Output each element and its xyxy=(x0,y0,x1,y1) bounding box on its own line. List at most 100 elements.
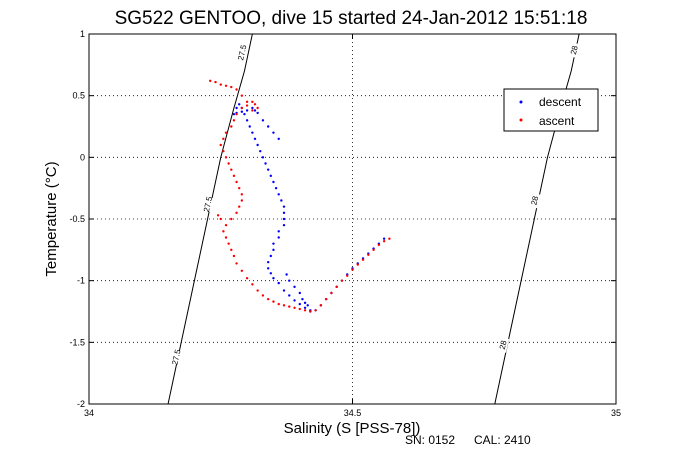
ascent-point xyxy=(222,149,225,153)
ascent-point xyxy=(230,168,233,171)
y-tick-label: 0 xyxy=(80,152,85,162)
y-tick-label: 0.5 xyxy=(72,91,85,101)
descent-point xyxy=(272,242,275,245)
descent-point xyxy=(277,230,280,233)
ascent-point xyxy=(314,309,317,312)
legend-descent-label: descent xyxy=(539,95,582,109)
descent-point xyxy=(251,131,254,134)
y-tick-label: -1.5 xyxy=(69,337,85,347)
descent-point xyxy=(282,205,286,208)
contour-line xyxy=(167,33,253,405)
descent-point xyxy=(269,174,273,178)
ascent-point xyxy=(240,269,244,272)
ascent-point xyxy=(237,205,241,208)
descent-point xyxy=(288,279,291,282)
descent-point xyxy=(303,301,307,305)
ascent-point xyxy=(237,186,241,190)
descent-point xyxy=(272,248,275,252)
contour-label: 27.5 xyxy=(202,195,214,213)
ascent-point xyxy=(222,137,225,141)
descent-point xyxy=(261,119,265,122)
descent-point xyxy=(243,112,246,116)
ascent-point xyxy=(227,162,230,165)
descent-point xyxy=(298,302,301,306)
contour-label-bg xyxy=(527,192,541,209)
descent-point xyxy=(272,277,275,280)
descent-point xyxy=(277,193,280,196)
y-axis-label: Temperature (°C) xyxy=(43,161,60,276)
descent-point xyxy=(282,217,286,221)
ascent-point xyxy=(298,307,301,311)
descent-point xyxy=(266,168,270,171)
descent-point xyxy=(282,223,286,227)
ascent-point xyxy=(351,268,354,271)
descent-point xyxy=(269,254,273,258)
ascent-point xyxy=(335,285,338,289)
ascent-point xyxy=(240,199,244,202)
descent-point xyxy=(240,110,244,113)
descent-point xyxy=(272,180,275,184)
y-tick-label: 1 xyxy=(80,29,85,39)
contour-label: 28 xyxy=(529,195,540,206)
ascent-point xyxy=(272,300,275,303)
descent-point xyxy=(248,125,251,128)
legend-descent-marker xyxy=(519,100,523,104)
descent-point xyxy=(259,149,262,153)
ascent-point xyxy=(209,79,212,83)
ascent-point xyxy=(288,305,291,308)
ascent-point xyxy=(382,240,386,243)
contour-label-bg xyxy=(496,336,510,353)
legend-ascent-marker xyxy=(519,118,523,122)
ascent-point xyxy=(230,248,233,252)
ascent-point xyxy=(261,294,265,297)
ascent-point xyxy=(282,304,286,307)
ascent-point xyxy=(224,84,228,88)
descent-point xyxy=(266,267,270,270)
descent-point xyxy=(261,156,265,159)
descent-point xyxy=(282,211,286,215)
descent-point xyxy=(277,137,280,141)
descent-point xyxy=(264,162,267,165)
density-contours: 27.5 27.5 27.5 28 28 28 xyxy=(167,33,581,405)
x-tick-label: 34 xyxy=(84,408,94,418)
y-tick-label: -0.5 xyxy=(69,214,85,224)
ascent-point xyxy=(245,277,249,280)
ascent-point xyxy=(235,112,238,116)
descent-point xyxy=(277,236,280,239)
descent-point xyxy=(256,143,259,147)
descent-point xyxy=(251,106,254,110)
contour-label-bg xyxy=(235,44,249,61)
grid-lines xyxy=(89,34,616,404)
ascent-point xyxy=(256,106,259,110)
descent-point xyxy=(253,137,257,141)
ascent-point xyxy=(251,283,254,286)
ascent-point xyxy=(224,236,228,239)
ascent-point xyxy=(219,83,222,86)
contour-label: 28 xyxy=(498,339,509,350)
ascent-point xyxy=(356,263,359,266)
ascent-point xyxy=(251,109,254,112)
descent-point xyxy=(274,186,278,190)
ascent-point xyxy=(224,131,228,134)
descent-point xyxy=(266,260,270,264)
ascent-point xyxy=(293,306,296,309)
ascent-point xyxy=(253,103,257,106)
ascent-point xyxy=(240,193,244,196)
ascent-point xyxy=(235,211,238,215)
ascent-point xyxy=(319,304,323,307)
ascent-point xyxy=(303,309,307,312)
ascent-point xyxy=(230,85,233,89)
ascent-point xyxy=(240,106,244,110)
y-tick-label: -2 xyxy=(77,399,85,409)
descent-point xyxy=(235,106,238,110)
ascent-point xyxy=(232,119,236,122)
descent-point xyxy=(293,299,296,302)
ascent-point xyxy=(224,156,228,159)
ascent-point xyxy=(222,230,225,233)
ascent-point xyxy=(266,297,270,301)
ascent-point xyxy=(224,223,228,227)
chart-title: SG522 GENTOO, dive 15 started 24-Jan-201… xyxy=(115,8,588,29)
x-tick-label: 34.5 xyxy=(344,408,362,418)
contour-label: 27.5 xyxy=(170,348,182,366)
ascent-point xyxy=(245,100,249,104)
